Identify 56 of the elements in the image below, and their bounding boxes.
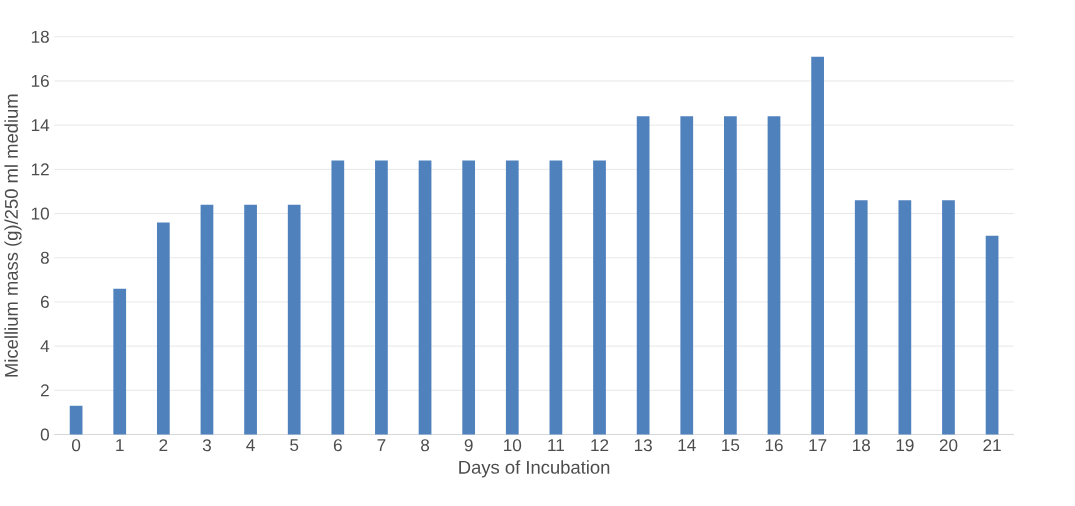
x-tick-label: 13: [634, 439, 652, 452]
bar: [200, 204, 214, 435]
bar: [811, 56, 824, 435]
bar: [505, 160, 519, 435]
bar: [69, 405, 83, 435]
x-tick-label: 7: [377, 439, 386, 452]
bar: [462, 160, 476, 435]
x-axis-title: Days of Incubation: [459, 460, 610, 478]
bar: [156, 222, 170, 435]
y-tick-label: 0: [40, 428, 49, 441]
y-tick-label: 8: [40, 251, 49, 264]
y-tick-label: 2: [40, 384, 49, 397]
x-tick-label: 17: [809, 439, 827, 452]
bar: [854, 200, 868, 435]
y-axis-title: Micellium mass (g)/250 ml medium: [4, 94, 22, 377]
x-tick-label: 5: [290, 439, 299, 452]
x-tick-label: 4: [246, 439, 255, 452]
x-tick-label: 6: [333, 439, 342, 452]
bar: [593, 160, 606, 435]
x-tick-label: 20: [939, 439, 958, 452]
x-tick-label: 21: [983, 439, 1001, 452]
x-tick-label: 19: [896, 439, 914, 452]
x-tick-label: 15: [722, 439, 740, 452]
x-tick-label: 10: [504, 439, 522, 452]
y-tick-label: 4: [40, 340, 50, 353]
bar: [113, 288, 127, 435]
bar: [549, 160, 563, 435]
bar: [244, 204, 257, 435]
x-tick-label: 14: [678, 439, 696, 452]
bar: [287, 204, 301, 435]
x-tick-label: 3: [202, 439, 211, 452]
x-tick-label: 16: [765, 439, 783, 452]
y-tick-label: 18: [31, 30, 49, 43]
bar: [418, 160, 432, 435]
y-tick-label: 10: [31, 207, 49, 220]
bar: [898, 200, 912, 435]
bar: [636, 116, 650, 435]
bar: [985, 235, 999, 435]
y-tick-label: 16: [31, 75, 49, 88]
x-tick-label: 0: [72, 439, 81, 452]
bar: [680, 116, 694, 435]
y-tick-label: 6: [40, 296, 49, 309]
bar: [331, 160, 345, 435]
bar: [767, 116, 781, 435]
bar: [724, 116, 737, 435]
x-tick-label: 9: [464, 439, 473, 452]
x-tick-label: 12: [591, 439, 609, 452]
bar: [942, 200, 955, 435]
x-tick-label: 11: [548, 439, 564, 452]
x-tick-label: 8: [421, 439, 430, 452]
x-tick-label: 18: [853, 439, 870, 452]
x-tick-label: 2: [159, 439, 168, 452]
y-tick-label: 14: [31, 119, 50, 132]
x-tick-label: 1: [116, 439, 124, 452]
bar: [375, 160, 388, 435]
y-tick-label: 12: [31, 163, 49, 176]
